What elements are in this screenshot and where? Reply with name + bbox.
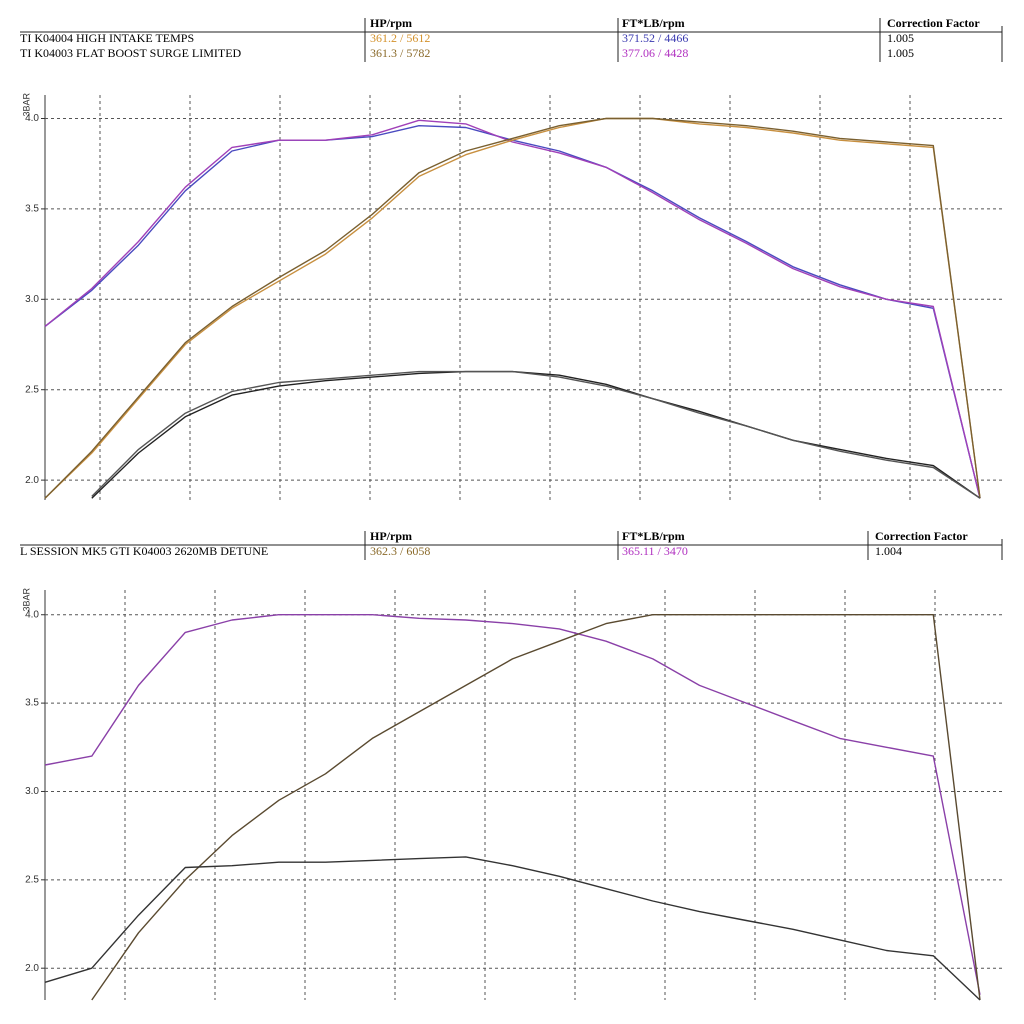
correction-factor: 1.004 xyxy=(875,544,902,558)
column-header: FT*LB/rpm xyxy=(622,529,685,543)
y-tick-label: 2.0 xyxy=(25,475,39,486)
column-header: FT*LB/rpm xyxy=(622,16,685,30)
curve xyxy=(44,117,981,499)
hp-peak: 361.2 / 5612 xyxy=(370,31,430,45)
y-tick-label: 3.5 xyxy=(25,698,39,709)
hp-peak: 361.3 / 5782 xyxy=(370,46,430,60)
run-name: TI K04003 FLAT BOOST SURGE LIMITED xyxy=(20,46,242,60)
column-header: Correction Factor xyxy=(887,16,980,30)
curve xyxy=(44,119,981,499)
run-name: TI K04004 HIGH INTAKE TEMPS xyxy=(20,31,194,45)
column-header: HP/rpm xyxy=(370,16,412,30)
correction-factor: 1.005 xyxy=(887,46,914,60)
y-tick-label: 3.0 xyxy=(25,294,39,305)
curve xyxy=(44,125,981,499)
y-tick-label: 4.0 xyxy=(25,113,39,124)
y-tick-label: 2.0 xyxy=(25,963,39,974)
torque-peak: 365.11 / 3470 xyxy=(622,544,688,558)
column-header: HP/rpm xyxy=(370,529,412,543)
curve xyxy=(44,856,981,1001)
curve xyxy=(44,614,981,995)
y-tick-label: 2.5 xyxy=(25,384,39,395)
curve xyxy=(91,370,981,499)
column-header: Correction Factor xyxy=(875,529,968,543)
y-tick-label: 3.0 xyxy=(25,786,39,797)
y-tick-label: 4.0 xyxy=(25,609,39,620)
run-name: L SESSION MK5 GTI K04003 2620MB DETUNE xyxy=(20,544,268,558)
y-axis-label: 3BAR xyxy=(21,588,31,612)
torque-peak: 377.06 / 4428 xyxy=(622,46,688,60)
y-tick-label: 3.5 xyxy=(25,204,39,215)
curve xyxy=(91,614,981,1001)
y-axis-label: 3BAR xyxy=(21,93,31,117)
torque-peak: 371.52 / 4466 xyxy=(622,31,688,45)
hp-peak: 362.3 / 6058 xyxy=(370,544,430,558)
curve xyxy=(44,117,981,499)
curve xyxy=(91,370,981,499)
y-tick-label: 2.5 xyxy=(25,874,39,885)
correction-factor: 1.005 xyxy=(887,31,914,45)
